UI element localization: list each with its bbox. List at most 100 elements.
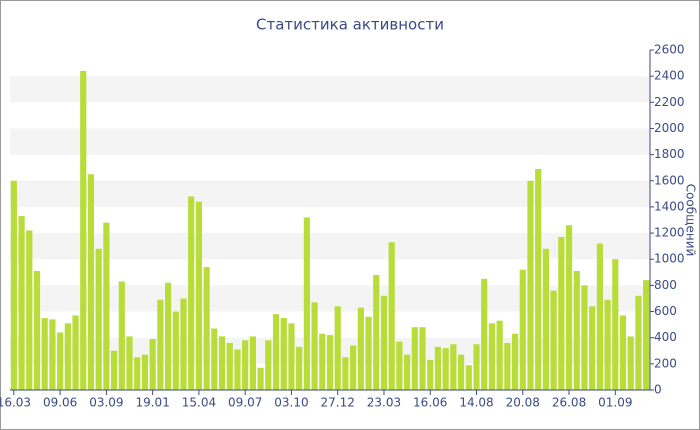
bar	[18, 216, 25, 390]
x-tick-label: 19.01	[135, 396, 169, 410]
chart-title: Статистика активности	[256, 16, 444, 34]
bar	[350, 345, 357, 390]
bar	[496, 320, 503, 390]
y-tick-label: 2400	[654, 69, 685, 83]
y-tick-label: 2600	[654, 43, 685, 57]
bar	[504, 342, 511, 390]
bar	[589, 306, 596, 390]
bar	[604, 299, 611, 390]
bar	[95, 248, 102, 390]
bar	[303, 217, 310, 390]
bar	[211, 328, 218, 390]
bar	[473, 344, 480, 390]
bar	[103, 222, 110, 390]
x-tick-label: 09.07	[228, 396, 262, 410]
bar	[427, 359, 434, 390]
bar	[141, 354, 149, 390]
bar	[10, 180, 17, 390]
bar	[57, 332, 64, 390]
x-tick-label: 23.03	[367, 396, 401, 410]
bar	[411, 327, 418, 390]
bar	[49, 319, 56, 390]
bar	[450, 344, 457, 390]
bar	[334, 306, 341, 390]
bar	[288, 323, 295, 390]
bar	[41, 318, 48, 390]
bar	[26, 230, 33, 390]
bar	[612, 259, 619, 390]
bar	[527, 180, 534, 390]
bar	[134, 357, 141, 390]
bar	[234, 349, 241, 390]
bar	[111, 350, 118, 390]
bar	[326, 335, 334, 390]
bar	[488, 323, 496, 390]
bar	[149, 339, 156, 390]
bar	[519, 269, 526, 390]
x-tick-label: 27.12	[321, 396, 355, 410]
bar	[542, 248, 549, 390]
bar	[265, 340, 272, 390]
y-tick-label: 2000	[654, 121, 685, 135]
y-tick-label: 1800	[654, 147, 685, 161]
bar	[296, 346, 303, 390]
bar	[342, 357, 349, 390]
bar	[33, 271, 41, 390]
bar	[118, 281, 125, 390]
y-axis-title: Сообщений	[684, 184, 698, 257]
bar	[481, 278, 488, 390]
x-tick-label: 01.09	[598, 396, 632, 410]
x-tick-label: 09.06	[43, 396, 77, 410]
bar	[573, 271, 580, 390]
x-tick-label: 26.08	[552, 396, 586, 410]
bar	[627, 336, 634, 390]
bar	[280, 318, 287, 390]
bar	[218, 336, 226, 390]
bar	[434, 346, 442, 390]
bar	[242, 340, 249, 390]
bar	[404, 354, 411, 390]
bar	[581, 285, 588, 390]
y-tick-label: 1600	[654, 173, 685, 187]
y-tick-label: 1000	[654, 252, 685, 266]
grid-band	[10, 128, 650, 155]
bar	[319, 333, 326, 390]
bar	[365, 316, 372, 390]
y-tick-label: 1400	[654, 199, 685, 213]
bar	[511, 333, 519, 390]
bar	[257, 367, 264, 390]
bar	[180, 298, 187, 390]
y-tick-label: 600	[654, 304, 677, 318]
bar	[80, 70, 87, 390]
bar	[388, 242, 395, 390]
bar	[565, 225, 573, 390]
grid-band	[10, 76, 650, 103]
bar	[164, 282, 172, 390]
bar	[126, 336, 133, 390]
x-tick-label: 03.10	[274, 396, 308, 410]
bar	[157, 299, 164, 390]
bar	[72, 315, 79, 390]
bar	[226, 342, 233, 390]
y-tick-label: 400	[654, 330, 677, 344]
y-tick-label: 1200	[654, 226, 685, 240]
bar	[558, 237, 565, 390]
bar	[596, 243, 603, 390]
bar	[373, 274, 380, 390]
bar	[465, 365, 472, 390]
bar	[64, 323, 71, 390]
bar	[635, 295, 642, 390]
bar	[87, 174, 95, 390]
bar	[619, 315, 627, 390]
bar	[458, 354, 465, 390]
bar	[380, 295, 388, 390]
bar	[188, 196, 195, 390]
grid-band	[10, 180, 650, 207]
x-tick-label: 16.03	[0, 396, 31, 410]
bar	[419, 327, 426, 390]
y-tick-label: 200	[654, 356, 677, 370]
y-tick-label: 800	[654, 278, 677, 292]
x-tick-label: 16.06	[413, 396, 447, 410]
bar	[195, 201, 202, 390]
